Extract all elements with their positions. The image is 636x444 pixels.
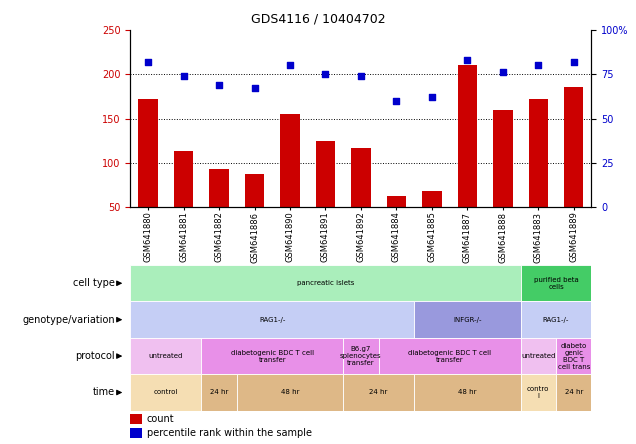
Bar bbox=[130, 374, 202, 411]
Text: INFGR-/-: INFGR-/- bbox=[453, 317, 481, 323]
Bar bbox=[351, 148, 371, 207]
Bar bbox=[139, 99, 158, 207]
Bar bbox=[202, 374, 237, 411]
Point bbox=[321, 71, 331, 78]
Bar bbox=[414, 301, 520, 338]
Bar bbox=[245, 174, 265, 207]
Text: B6.g7
splenocytes
transfer: B6.g7 splenocytes transfer bbox=[340, 346, 382, 366]
Text: count: count bbox=[146, 414, 174, 424]
Bar bbox=[520, 265, 591, 301]
Text: 24 hr: 24 hr bbox=[210, 389, 228, 396]
Point bbox=[214, 81, 224, 88]
Bar bbox=[493, 110, 513, 207]
Text: RAG1-/-: RAG1-/- bbox=[259, 317, 286, 323]
Bar bbox=[520, 338, 556, 374]
Bar bbox=[130, 338, 202, 374]
Text: genotype/variation: genotype/variation bbox=[22, 315, 114, 325]
Bar bbox=[315, 141, 335, 207]
Text: GDS4116 / 10404702: GDS4116 / 10404702 bbox=[251, 12, 385, 25]
Text: 48 hr: 48 hr bbox=[458, 389, 476, 396]
Text: diabeto
genic
BDC T
cell trans: diabeto genic BDC T cell trans bbox=[558, 343, 590, 369]
Bar bbox=[414, 374, 520, 411]
Bar bbox=[422, 191, 441, 207]
Point bbox=[356, 72, 366, 79]
Point bbox=[179, 72, 189, 79]
Text: purified beta
cells: purified beta cells bbox=[534, 277, 578, 290]
Bar bbox=[237, 374, 343, 411]
Bar bbox=[130, 265, 520, 301]
Text: diabetogenic BDC T cell
transfer: diabetogenic BDC T cell transfer bbox=[231, 349, 314, 363]
Bar bbox=[202, 338, 343, 374]
Bar bbox=[529, 99, 548, 207]
Bar bbox=[130, 301, 414, 338]
Point bbox=[391, 97, 401, 104]
Text: protocol: protocol bbox=[75, 351, 114, 361]
Point bbox=[462, 56, 473, 63]
Bar bbox=[387, 196, 406, 207]
Bar bbox=[457, 65, 477, 207]
Point bbox=[569, 58, 579, 65]
Text: percentile rank within the sample: percentile rank within the sample bbox=[146, 428, 312, 438]
Bar bbox=[520, 374, 556, 411]
Bar bbox=[130, 428, 142, 438]
Bar bbox=[280, 114, 300, 207]
Text: control: control bbox=[154, 389, 178, 396]
Text: 24 hr: 24 hr bbox=[370, 389, 388, 396]
Point bbox=[533, 62, 543, 69]
Text: pancreatic islets: pancreatic islets bbox=[297, 280, 354, 286]
Bar bbox=[130, 414, 142, 424]
Text: RAG1-/-: RAG1-/- bbox=[543, 317, 569, 323]
Bar bbox=[378, 338, 520, 374]
Bar bbox=[556, 374, 591, 411]
Bar bbox=[564, 87, 583, 207]
Text: untreated: untreated bbox=[149, 353, 183, 359]
Text: contro
l: contro l bbox=[527, 386, 550, 399]
Text: time: time bbox=[93, 388, 114, 397]
Point bbox=[285, 62, 295, 69]
Point bbox=[498, 69, 508, 76]
Text: diabetogenic BDC T cell
transfer: diabetogenic BDC T cell transfer bbox=[408, 349, 491, 363]
Point bbox=[249, 85, 259, 92]
Bar bbox=[209, 169, 229, 207]
Text: 24 hr: 24 hr bbox=[565, 389, 583, 396]
Bar bbox=[520, 301, 591, 338]
Bar bbox=[343, 374, 414, 411]
Bar bbox=[343, 338, 378, 374]
Text: untreated: untreated bbox=[521, 353, 555, 359]
Bar bbox=[174, 151, 193, 207]
Text: 48 hr: 48 hr bbox=[280, 389, 300, 396]
Point bbox=[427, 94, 437, 101]
Text: cell type: cell type bbox=[73, 278, 114, 288]
Point bbox=[143, 58, 153, 65]
Bar bbox=[556, 338, 591, 374]
